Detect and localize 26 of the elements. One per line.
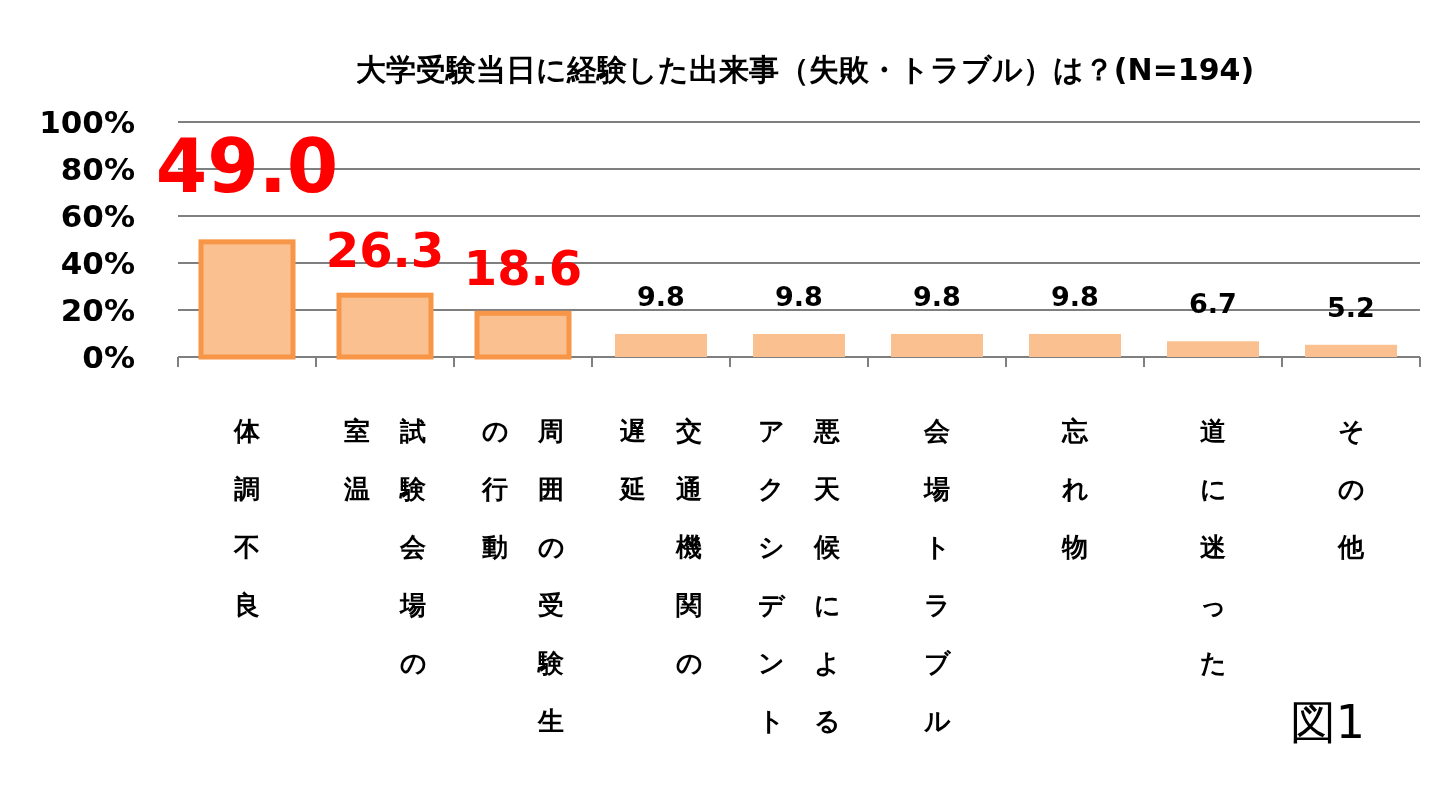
- data-label: 9.8: [637, 280, 685, 312]
- annotation: 18.6: [463, 240, 583, 297]
- y-tick-label: 40%: [60, 245, 135, 281]
- annotation: 26.3: [325, 222, 445, 279]
- data-label: 5.2: [1327, 291, 1375, 323]
- annotation: 49.0: [155, 122, 339, 209]
- y-tick-label: 20%: [60, 292, 135, 328]
- y-tick-label: 100%: [39, 104, 135, 140]
- x-tick-label: 会場トラブル: [923, 415, 951, 738]
- chart-title: 大学受験当日に経験した出来事（失敗・トラブル）は？(N=194): [355, 52, 1255, 87]
- caption: 図1: [1289, 695, 1365, 749]
- y-tick-label: 80%: [60, 151, 135, 187]
- x-tick-label: 体調不良: [233, 415, 261, 622]
- x-tick-label: その他: [1337, 416, 1365, 562]
- data-label: 9.8: [775, 280, 823, 312]
- data-label: 9.8: [913, 280, 961, 312]
- category-label: 悪天候によるアクシデント: [757, 416, 841, 736]
- y-tick-label: 0%: [82, 339, 135, 375]
- x-tick-label: 道に迷った: [1199, 415, 1227, 680]
- y-tick-label: 60%: [60, 198, 135, 234]
- category-label: 周囲の受験生の行動: [481, 416, 565, 736]
- data-label: 9.8: [1051, 280, 1099, 312]
- category-label: 交通機関の遅延: [620, 416, 703, 678]
- x-tick-label: 忘れ物: [1061, 415, 1089, 564]
- category-label: 試験会場の室温: [344, 416, 427, 678]
- data-label: 6.7: [1189, 288, 1237, 320]
